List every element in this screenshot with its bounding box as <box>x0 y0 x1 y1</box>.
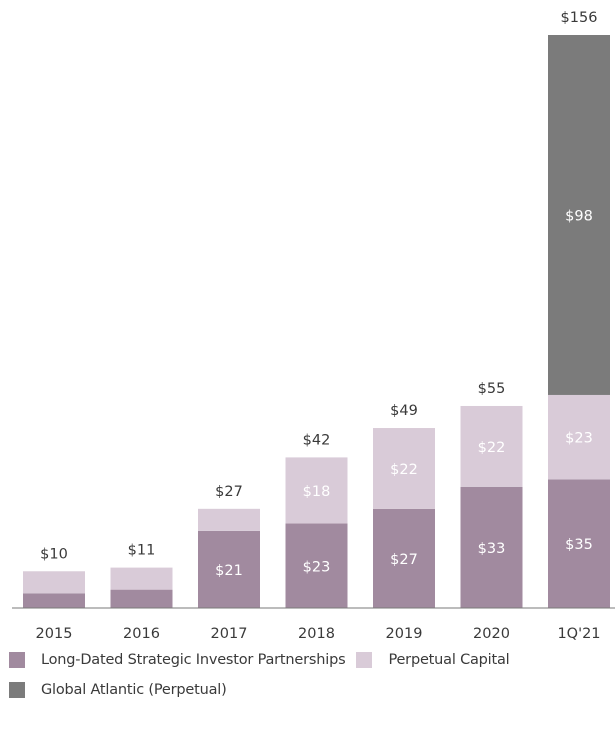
x-tick-2016: 2016 <box>123 626 160 642</box>
labels-layer: $10 $11 $21 $27 $23 $18 $42 $27 $22 $49 $33 $22 $55 $… <box>40 10 597 579</box>
data-label-2020-series-0: $33 <box>478 541 506 557</box>
bar-1q-21-series-2 <box>548 35 610 395</box>
data-label-2019-series-0: $27 <box>390 552 418 568</box>
data-label-1q-21-series-1: $23 <box>565 431 593 447</box>
legend-label-global-atlantic: Global Atlantic (Perpetual) <box>41 682 227 698</box>
bar-1q-21-series-0 <box>548 479 610 608</box>
bar-2020-series-1 <box>460 405 523 487</box>
x-tick-2019: 2019 <box>386 626 423 642</box>
legend-item-global-atlantic: Global Atlantic (Perpetual) <box>0 682 227 698</box>
bar-2019-series-1 <box>373 428 435 509</box>
bar-2016-series-0 <box>110 589 173 608</box>
data-label-2019-series-1: $22 <box>390 462 418 478</box>
legend-item-long-dated: Long-Dated Strategic Investor Partnershi… <box>0 652 346 668</box>
bar-2017-series-1 <box>198 508 260 531</box>
data-label-2018-series-1: $18 <box>303 484 331 500</box>
data-label-2020-series-1: $22 <box>478 440 506 456</box>
legend-row-1: Long-Dated Strategic Investor Partnershi… <box>0 652 510 668</box>
data-label-2018-series-0: $23 <box>303 559 331 575</box>
x-axis-tick-labels: 2015 2016 2017 2018 2019 2020 1Q'21 <box>36 626 601 642</box>
bar-2020-series-0 <box>460 486 523 608</box>
legend-label-long-dated: Long-Dated Strategic Investor Partnershi… <box>41 652 346 668</box>
total-label-2015: $10 <box>40 546 68 562</box>
total-label-2019: $49 <box>390 403 418 419</box>
bar-2017-series-0 <box>198 530 260 608</box>
x-tick-2018: 2018 <box>298 626 335 642</box>
total-label-2020: $55 <box>478 381 506 397</box>
bar-2018-series-0 <box>285 523 348 608</box>
legend-row-2: Global Atlantic (Perpetual) <box>0 682 227 698</box>
legend-swatch-global-atlantic <box>9 682 25 698</box>
stacked-bar-chart: $10 $11 $21 $27 $23 $18 $42 $27 $22 $49 $33 $22 $55 $… <box>12 10 615 642</box>
legend-swatch-long-dated <box>9 652 25 668</box>
bar-2019-series-0 <box>373 508 435 608</box>
bar-2015-series-1 <box>23 571 85 594</box>
x-tick-1q-21: 1Q'21 <box>557 626 600 642</box>
bar-2015-series-0 <box>23 593 85 608</box>
total-label-2017: $27 <box>215 484 243 500</box>
x-tick-2017: 2017 <box>211 626 248 642</box>
legend-item-perpetual: Perpetual Capital <box>347 652 510 668</box>
total-label-2018: $42 <box>303 432 331 448</box>
bars-layer <box>23 35 610 608</box>
total-label-1q-21: $156 <box>561 10 598 26</box>
x-tick-2020: 2020 <box>473 626 510 642</box>
legend-swatch-perpetual <box>356 652 373 668</box>
x-tick-2015: 2015 <box>36 626 73 642</box>
data-label-1q-21-series-2: $98 <box>565 208 593 224</box>
data-label-2017-series-0: $21 <box>215 563 243 579</box>
legend-label-perpetual: Perpetual Capital <box>388 652 510 668</box>
total-label-2016: $11 <box>128 543 156 559</box>
bar-1q-21-series-1 <box>548 394 610 480</box>
data-label-1q-21-series-0: $35 <box>565 537 593 553</box>
bar-2018-series-1 <box>285 457 348 524</box>
bar-2016-series-1 <box>110 567 173 590</box>
